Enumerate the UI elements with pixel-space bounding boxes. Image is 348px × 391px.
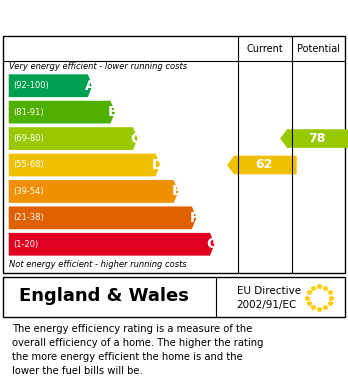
Text: (69-80): (69-80) xyxy=(13,134,44,143)
Text: EU Directive: EU Directive xyxy=(237,286,301,296)
Text: 78: 78 xyxy=(308,132,325,145)
Text: England & Wales: England & Wales xyxy=(19,287,189,305)
Text: G: G xyxy=(207,237,218,251)
Text: D: D xyxy=(152,158,164,172)
Text: (81-91): (81-91) xyxy=(13,108,44,117)
Text: Current: Current xyxy=(247,44,284,54)
Text: Not energy efficient - higher running costs: Not energy efficient - higher running co… xyxy=(9,260,187,269)
Text: (55-68): (55-68) xyxy=(13,160,44,169)
Text: (92-100): (92-100) xyxy=(13,81,49,90)
Text: Very energy efficient - lower running costs: Very energy efficient - lower running co… xyxy=(9,62,187,71)
Text: (39-54): (39-54) xyxy=(13,187,44,196)
Text: E: E xyxy=(171,185,181,198)
Polygon shape xyxy=(9,154,160,176)
Polygon shape xyxy=(280,129,348,148)
Text: Potential: Potential xyxy=(297,44,340,54)
Polygon shape xyxy=(9,127,138,150)
Polygon shape xyxy=(9,180,178,203)
Text: B: B xyxy=(108,105,118,119)
Text: Energy Efficiency Rating: Energy Efficiency Rating xyxy=(60,7,288,26)
Polygon shape xyxy=(9,74,93,97)
Polygon shape xyxy=(9,101,115,124)
Text: C: C xyxy=(130,131,141,145)
Text: A: A xyxy=(85,79,95,93)
Text: (21-38): (21-38) xyxy=(13,213,44,222)
Text: F: F xyxy=(189,211,199,225)
Polygon shape xyxy=(227,156,296,174)
Text: 62: 62 xyxy=(255,158,272,172)
Text: The energy efficiency rating is a measure of the
overall efficiency of a home. T: The energy efficiency rating is a measur… xyxy=(12,325,263,377)
Text: 2002/91/EC: 2002/91/EC xyxy=(237,300,297,310)
Polygon shape xyxy=(9,233,214,256)
Polygon shape xyxy=(9,206,197,229)
Text: (1-20): (1-20) xyxy=(13,240,38,249)
